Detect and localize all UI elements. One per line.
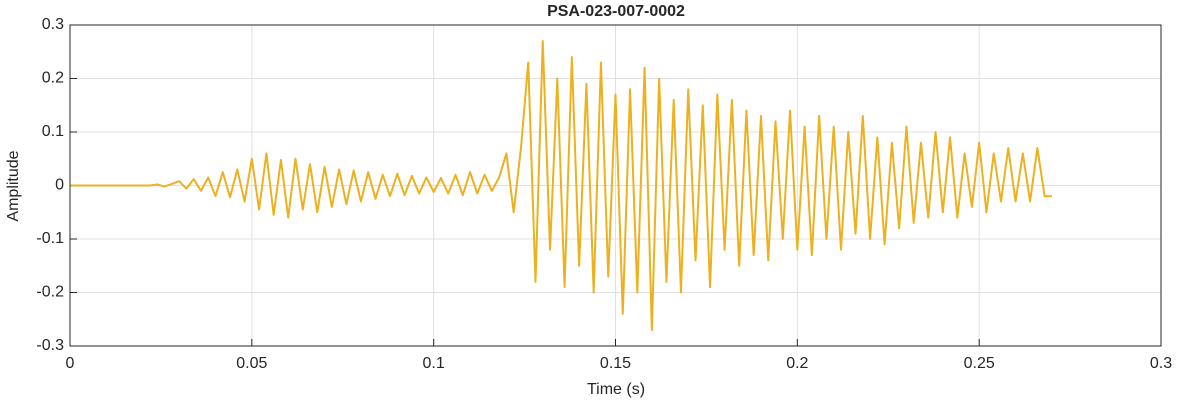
x-tick-label: 0.1	[423, 355, 445, 372]
x-tick-label: 0.3	[1150, 355, 1172, 372]
x-axis-label: Time (s)	[587, 381, 645, 398]
y-axis-label: Amplitude	[5, 150, 22, 221]
y-tick-label: 0.2	[42, 70, 64, 87]
x-tick-label: 0.25	[964, 355, 995, 372]
y-tick-label: 0.3	[42, 16, 64, 33]
x-tick-label: 0	[66, 355, 75, 372]
x-tick-label: 0.2	[786, 355, 808, 372]
chart-title: PSA-023-007-0002	[547, 3, 685, 20]
waveform-line	[70, 40, 1052, 331]
y-tick-label: -0.3	[36, 337, 64, 354]
y-tick-label: -0.1	[36, 230, 64, 247]
y-tick-label: 0	[55, 177, 64, 194]
x-tick-label: 0.05	[236, 355, 267, 372]
y-tick-label: 0.1	[42, 123, 64, 140]
y-tick-label: -0.2	[36, 284, 64, 301]
plot-frame	[69, 24, 1162, 347]
x-tick-label: 0.15	[600, 355, 631, 372]
